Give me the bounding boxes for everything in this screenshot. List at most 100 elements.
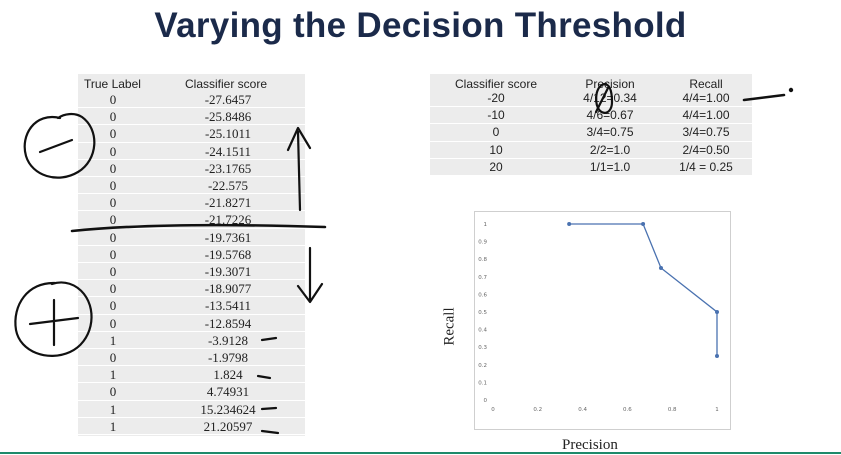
data-point	[659, 266, 663, 270]
y-tick-label: 0	[484, 398, 488, 404]
recall-cell: 2/4=0.50	[682, 142, 730, 157]
y-axis-title: Recall	[441, 307, 458, 346]
table-row: 0 -19.5768	[78, 246, 305, 263]
row-divider	[78, 365, 305, 367]
x-tick-label: 1	[715, 407, 719, 413]
plus-stroke-icon	[28, 298, 80, 347]
true-label-cell: 0	[109, 298, 117, 314]
x-tick-label: 0.8	[668, 407, 677, 413]
row-divider	[78, 175, 305, 177]
true-label-cell: 1	[109, 367, 117, 383]
score-cell: -20	[487, 91, 505, 105]
footer-rule	[0, 452, 841, 454]
y-tick-label: 1	[484, 222, 488, 228]
y-tick-label: 0.6	[478, 292, 487, 298]
true-label-cell: 0	[109, 229, 117, 245]
table-row: 0 -19.7361	[78, 229, 305, 246]
table-row: 0 -23.1765	[78, 160, 305, 177]
header-classifier-score: Classifier score	[185, 77, 268, 91]
row-divider	[78, 399, 305, 401]
score-cell: 20	[489, 159, 503, 174]
row-divider	[78, 279, 305, 281]
precision-recall-chart: 0 0.1 0.2 0.3 0.4 0.5 0.6 0.7 0.8 0.9 1 0 0.2 0.4 0.6 0…	[474, 211, 731, 430]
x-axis-title: Precision	[562, 437, 618, 453]
table-row: 0 -21.8271	[78, 194, 305, 212]
row-divider	[78, 124, 305, 126]
score-cell: 21.20597	[203, 418, 253, 434]
y-tick-label: 0.8	[478, 257, 487, 263]
data-point	[715, 310, 719, 314]
score-cell: -3.9128	[207, 332, 249, 348]
row-divider	[78, 313, 305, 315]
y-tick-label: 0.4	[478, 328, 487, 334]
score-cell: 1.824	[213, 367, 243, 383]
y-tick-label: 0.9	[478, 240, 487, 246]
data-point	[567, 222, 572, 226]
true-label-cell: 0	[109, 384, 117, 400]
table-row: 0 -12.8594	[78, 315, 305, 332]
table-row: 0 -13.5411	[78, 297, 305, 315]
score-cell: -27.6457	[204, 92, 252, 107]
score-cell: -10	[487, 108, 505, 123]
true-label-cell: 0	[109, 178, 117, 193]
score-cell: -19.5768	[204, 246, 252, 262]
y-tick-label: 0.2	[478, 363, 487, 369]
x-tick-label: 0.2	[533, 407, 542, 413]
true-label-cell: 1	[109, 401, 117, 417]
score-cell: -24.1511	[204, 143, 252, 159]
table-row: 0 -24.1511	[78, 143, 305, 160]
precision-cell: 2/2=1.0	[589, 142, 631, 157]
score-cell: -18.9077	[204, 281, 252, 297]
page-title: Varying the Decision Threshold	[154, 6, 687, 45]
score-cell: -12.8594	[204, 315, 252, 331]
row-divider	[78, 416, 305, 418]
row-divider	[78, 382, 305, 384]
row-divider	[78, 244, 305, 246]
true-label-cell: 0	[109, 264, 117, 279]
precision-cell: 1/1=1.0	[589, 159, 631, 174]
score-cell: 15.234624	[200, 401, 256, 417]
chart-plot: 0 0.1 0.2 0.3 0.4 0.5 0.6 0.7 0.8 0.9 1 0 0.2 0.4 0.6 0…	[478, 222, 719, 413]
true-label-cell: 0	[109, 109, 117, 125]
row-divider	[430, 140, 752, 142]
row-divider	[430, 175, 752, 176]
score-cell: 0	[492, 125, 500, 140]
table-row: 1 15.234624	[78, 401, 305, 418]
y-tick-label: 0.7	[478, 275, 487, 281]
row-divider	[78, 107, 305, 109]
table-row: 0 -1.9798	[78, 349, 305, 367]
y-tick-label: 0.1	[478, 380, 487, 386]
row-divider	[78, 261, 305, 263]
data-point	[715, 354, 719, 358]
score-cell: -25.1011	[204, 126, 252, 142]
score-cell: -21.7226	[204, 212, 252, 228]
row-divider	[78, 330, 305, 332]
header-precision: Precision	[585, 77, 635, 91]
true-label-cell: 0	[109, 246, 117, 262]
score-cell: -1.9798	[207, 350, 249, 365]
threshold-table: Classifier score Precision Recall -20 4/1…	[430, 74, 752, 176]
y-tick-label: 0.5	[478, 310, 487, 316]
table-row: 1 -3.9128	[78, 332, 305, 349]
precision-cell: 4/6=0.67	[586, 108, 634, 123]
table-row: 0 -22.575	[78, 177, 305, 195]
right-dot-mark	[788, 87, 794, 93]
data-point	[641, 222, 646, 226]
score-cell: 4.74931	[206, 384, 250, 400]
score-cell: -25.8486	[204, 109, 252, 125]
precision-cell: 4/12=0.34	[583, 91, 637, 105]
table-row: 0 4.74931	[78, 383, 305, 401]
true-label-cell: 1	[109, 332, 117, 348]
table-row: 1 21.20597	[78, 418, 305, 435]
row-divider	[78, 141, 305, 143]
score-cell: -23.1765	[204, 160, 252, 176]
score-cell: -19.3071	[204, 264, 252, 279]
minus-stroke-icon	[38, 138, 74, 154]
header-true-label: True Label	[84, 77, 141, 91]
row-divider	[78, 433, 305, 435]
header-score: Classifier score	[454, 77, 538, 91]
row-divider	[78, 347, 305, 349]
row-divider	[430, 106, 752, 108]
table-row: 0 -19.3071	[78, 263, 305, 281]
score-cell: -21.8271	[204, 195, 252, 211]
